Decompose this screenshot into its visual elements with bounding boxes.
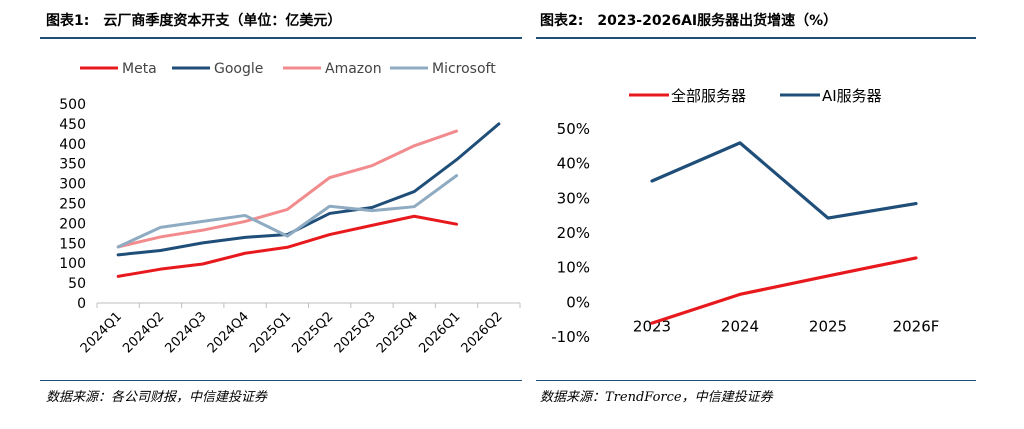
y-tick-label: 200 xyxy=(59,216,86,232)
legend-label-ai-servers: AI服务器 xyxy=(822,87,882,105)
y-tick-label: 20% xyxy=(557,224,590,242)
y-tick-label: 300 xyxy=(59,177,86,193)
x-tick-label: 2025 xyxy=(809,317,847,335)
series-line-ai-servers xyxy=(650,141,918,220)
y-tick-label: 500 xyxy=(59,97,86,113)
left-title-rule xyxy=(40,37,522,39)
y-tick-label: 40% xyxy=(557,155,590,173)
series-line-google xyxy=(116,122,501,257)
right-chart-title-text: 2023-2026AI服务器出货增速（%） xyxy=(597,13,838,29)
y-tick-label: -10% xyxy=(551,328,590,346)
legend-label-google: Google xyxy=(214,61,263,77)
legend-label-meta: Meta xyxy=(122,61,157,77)
right-title-rule xyxy=(536,37,976,39)
y-tick-label: 50 xyxy=(68,276,86,292)
left-line-chart: 0501001502002503003504004505002024Q12024… xyxy=(59,61,521,356)
y-tick-label: 150 xyxy=(59,236,86,252)
series-line-meta xyxy=(116,214,459,278)
y-tick-label: 250 xyxy=(59,197,86,213)
legend-label-microsoft: Microsoft xyxy=(432,61,496,77)
x-tick-label: 2023 xyxy=(633,317,671,335)
legend-label-amazon: Amazon xyxy=(325,61,382,77)
left-source-note: 数据来源：各公司财报，中信建投证券 xyxy=(46,390,268,405)
right-bottom-rule xyxy=(536,380,976,381)
y-tick-label: 400 xyxy=(59,137,86,153)
legend-label-all-servers: 全部服务器 xyxy=(671,87,746,105)
y-tick-label: 100 xyxy=(59,256,86,272)
series-line-microsoft xyxy=(116,174,459,249)
series-line-all-servers xyxy=(650,256,918,325)
y-tick-label: 0% xyxy=(566,293,590,311)
right-chart-title: 图表2: 2023-2026AI服务器出货增速（%） xyxy=(540,10,837,30)
x-tick-label: 2024 xyxy=(721,317,759,335)
right-chart-number: 图表2: xyxy=(540,13,584,29)
y-tick-label: 0 xyxy=(77,296,86,312)
right-source-note: 数据来源：TrendForce，中信建投证券 xyxy=(540,390,773,405)
left-chart-title: 图表1: 云厂商季度资本开支（单位：亿美元） xyxy=(46,10,341,30)
left-chart-title-text: 云厂商季度资本开支（单位：亿美元） xyxy=(103,13,342,29)
y-tick-label: 30% xyxy=(557,189,590,207)
right-line-chart: -10% 0% 10% 20% 30% 40% 50% 2023 2024 2025 2026F 全部… xyxy=(551,87,940,346)
y-tick-label: 10% xyxy=(557,259,590,277)
x-tick-label: 2026F xyxy=(893,317,940,335)
y-tick-label: 450 xyxy=(59,117,86,133)
left-chart-number: 图表1: xyxy=(46,13,90,29)
y-tick-label: 350 xyxy=(59,157,86,173)
y-tick-label: 50% xyxy=(557,120,590,138)
left-bottom-rule xyxy=(40,380,522,381)
series-line-amazon xyxy=(116,129,459,249)
